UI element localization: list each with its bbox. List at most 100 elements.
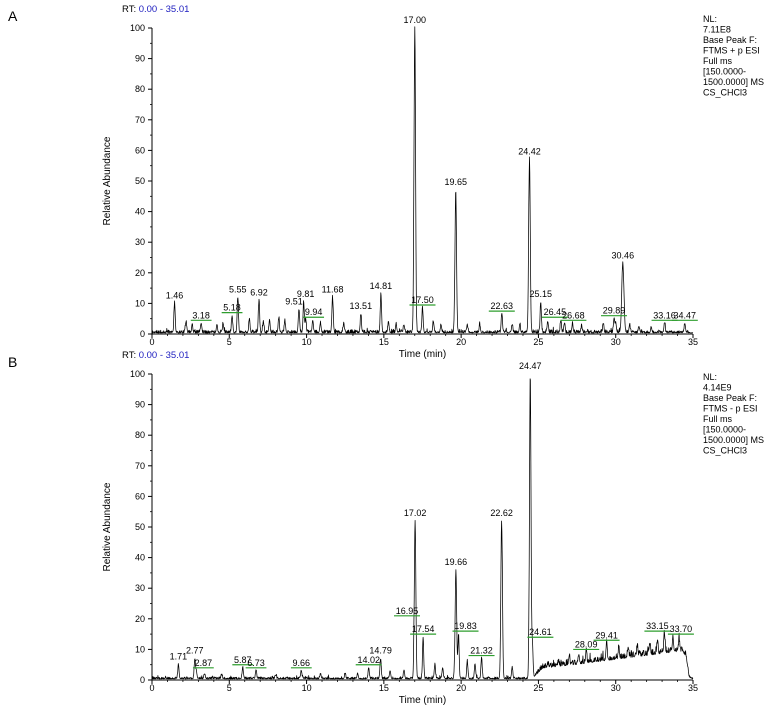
peak-label: 17.00 — [404, 15, 427, 25]
peak-label: 14.79 — [369, 646, 392, 656]
chromatogram-plot-A: RT: 0.00 - 35.01 0 10 20 30 40 50 60 70 80 90 100 0 5… — [102, 4, 764, 360]
peak-label: 9.66 — [293, 658, 311, 668]
peak-label: 21.32 — [470, 646, 493, 656]
panel-b-letter: B — [8, 354, 18, 370]
peak-label: 24.42 — [518, 147, 541, 157]
scan-info-line: 1500.0000] MS — [703, 435, 764, 445]
chromatogram-plot-B: RT: 0.00 - 35.01 0 10 20 30 40 50 60 70 80 90 100 0 5… — [102, 350, 764, 706]
peak-label: 19.65 — [444, 177, 467, 187]
peak-label: 33.70 — [670, 624, 693, 634]
x-axis-title: Time (min) — [399, 695, 446, 706]
y-tick-label: 30 — [135, 583, 145, 593]
scan-info-line: 7.11E8 — [703, 25, 731, 35]
peak-label: 14.02 — [357, 655, 380, 665]
y-axis-title: Relative Abundance — [102, 136, 113, 225]
peak-label: 19.66 — [445, 557, 468, 567]
x-tick-label: 35 — [688, 683, 698, 693]
panel-a-letter: A — [8, 8, 18, 24]
scan-info-line: Full ms — [703, 414, 732, 424]
peak-label: 24.47 — [519, 361, 542, 371]
x-tick-label: 25 — [533, 337, 543, 347]
peak-label: 9.81 — [297, 289, 315, 299]
peak-label: 22.62 — [490, 508, 513, 518]
y-tick-label: 40 — [135, 207, 145, 217]
y-tick-label: 50 — [135, 176, 145, 186]
peak-label: 17.02 — [404, 508, 427, 518]
peak-label: 29.89 — [603, 306, 626, 316]
y-tick-label: 0 — [140, 675, 145, 685]
peak-label: 2.87 — [195, 658, 213, 668]
peak-label: 33.15 — [646, 621, 669, 631]
x-tick-label: 20 — [456, 337, 466, 347]
x-tick-label: 10 — [302, 337, 312, 347]
peak-label: 17.50 — [411, 295, 434, 305]
peak-label: 9.94 — [305, 307, 323, 317]
y-tick-label: 90 — [135, 400, 145, 410]
peak-label: 24.61 — [529, 627, 552, 637]
peak-label: 2.77 — [186, 646, 204, 656]
scan-info-line: 1500.0000] MS — [703, 77, 764, 87]
x-tick-label: 15 — [379, 683, 389, 693]
peak-label: 5.18 — [223, 303, 241, 313]
scan-info-line: FTMS + p ESI — [703, 46, 760, 56]
scan-info-line: CS_CHCl3 — [703, 446, 747, 456]
peak-label: 9.51 — [285, 297, 303, 307]
y-tick-label: 100 — [130, 23, 145, 33]
y-tick-label: 20 — [135, 614, 145, 624]
peak-label: 29.41 — [595, 630, 618, 640]
peak-label: 19.83 — [454, 621, 477, 631]
chromatogram-trace — [151, 26, 694, 334]
scan-info-line: NL: — [703, 14, 717, 24]
peak-label: 16.95 — [396, 606, 419, 616]
scan-info-line: FTMS - p ESI — [703, 404, 758, 414]
scan-info-line: CS_CHCl3 — [703, 88, 747, 98]
x-tick-label: 5 — [227, 337, 232, 347]
y-tick-label: 60 — [135, 145, 145, 155]
y-tick-label: 70 — [135, 461, 145, 471]
y-tick-label: 100 — [130, 369, 145, 379]
peak-label: 34.47 — [674, 310, 697, 320]
x-tick-label: 10 — [302, 683, 312, 693]
peak-label: 5.55 — [229, 284, 247, 294]
chromatogram-trace — [151, 378, 694, 680]
scan-info-line: Full ms — [703, 56, 732, 66]
y-tick-label: 20 — [135, 268, 145, 278]
rt-range-header: RT: 0.00 - 35.01 — [122, 4, 189, 15]
scan-info-line: [150.0000- — [703, 425, 746, 435]
scan-info-line: NL: — [703, 372, 717, 382]
x-tick-label: 30 — [611, 683, 621, 693]
x-tick-label: 5 — [227, 683, 232, 693]
x-tick-label: 20 — [456, 683, 466, 693]
peak-label: 22.63 — [491, 301, 514, 311]
y-tick-label: 70 — [135, 115, 145, 125]
peak-label: 3.18 — [192, 310, 210, 320]
rt-range-header: RT: 0.00 - 35.01 — [122, 350, 189, 361]
x-tick-label: 25 — [533, 683, 543, 693]
y-tick-label: 60 — [135, 491, 145, 501]
peak-label: 13.51 — [350, 301, 373, 311]
y-axis-title: Relative Abundance — [102, 482, 113, 571]
x-tick-label: 35 — [688, 337, 698, 347]
x-tick-label: 0 — [149, 337, 154, 347]
x-tick-label: 30 — [611, 337, 621, 347]
scan-info-line: [150.0000- — [703, 67, 746, 77]
x-axis-title: Time (min) — [399, 349, 446, 360]
y-tick-label: 90 — [135, 54, 145, 64]
y-tick-label: 50 — [135, 522, 145, 532]
y-tick-label: 10 — [135, 298, 145, 308]
peak-label: 1.46 — [166, 290, 184, 300]
scan-info-line: Base Peak F: — [703, 393, 757, 403]
peak-label: 28.09 — [575, 639, 598, 649]
peak-label: 6.92 — [250, 287, 268, 297]
peak-label: 6.73 — [247, 658, 265, 668]
scan-info-line: 4.14E9 — [703, 383, 732, 393]
peak-label: 5.87 — [234, 655, 252, 665]
peak-label: 14.81 — [370, 281, 393, 291]
y-tick-label: 30 — [135, 237, 145, 247]
y-tick-label: 80 — [135, 430, 145, 440]
peak-label: 1.71 — [170, 652, 188, 662]
x-tick-label: 0 — [149, 683, 154, 693]
scan-info-line: Base Peak F: — [703, 35, 757, 45]
x-tick-label: 15 — [379, 337, 389, 347]
